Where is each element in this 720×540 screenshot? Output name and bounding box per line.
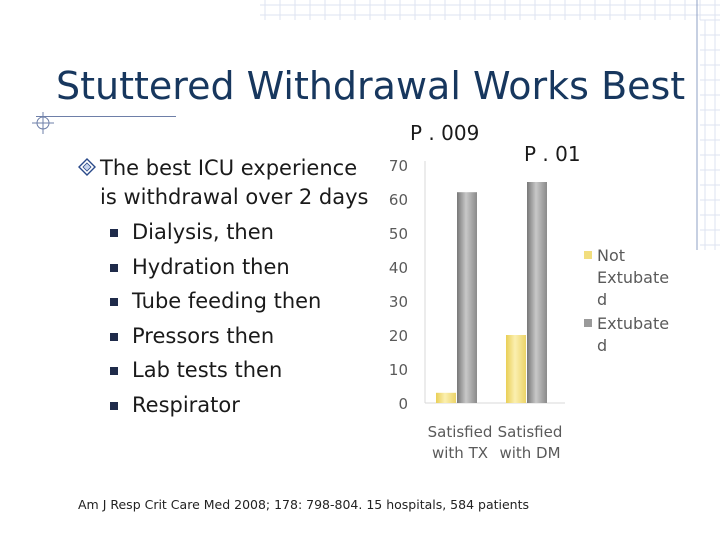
bullet-list: The best ICU experience is withdrawal ov… (78, 154, 378, 422)
square-bullet-icon (110, 229, 118, 237)
square-bullet-icon (110, 263, 118, 272)
legend-label-line: Extubate (597, 314, 669, 333)
bar-not-extubated (506, 335, 526, 403)
sub-bullet-item: Lab tests then (78, 353, 378, 388)
x-tick-label-line: with DM (499, 444, 560, 462)
sub-bullet-text: Pressors then (132, 323, 275, 348)
legend-label-line: d (597, 290, 607, 309)
main-bullet: The best ICU experience is withdrawal ov… (78, 154, 378, 212)
y-tick-label: 40 (389, 259, 408, 277)
legend-label: Extubate d (597, 314, 669, 355)
y-tick-label: 0 (398, 395, 408, 413)
sub-bullet-item: Dialysis, then (78, 215, 378, 250)
legend-label-line: d (597, 336, 607, 355)
x-tick-label-line: Satisfied (498, 423, 563, 441)
x-tick-label: Satisfied with TX (428, 423, 493, 462)
sub-bullet-text: Dialysis, then (132, 220, 274, 244)
diamond-bullet-icon (78, 158, 96, 176)
y-tick-label: 60 (389, 191, 408, 209)
sub-bullet-item: Respirator (78, 388, 378, 423)
p-value-label-dm: P . 01 (524, 142, 581, 166)
sub-bullet-item: Tube feeding then (78, 284, 378, 319)
sub-bullet-text: Lab tests then (132, 358, 283, 382)
sub-bullet-list: Dialysis, then Hydration then Tube feedi… (78, 215, 378, 422)
y-tick-label: 10 (389, 361, 408, 379)
legend-swatch (584, 319, 592, 327)
sub-bullet-text: Respirator (132, 392, 240, 417)
square-bullet-icon (110, 298, 118, 306)
y-tick-label: 20 (389, 327, 408, 345)
main-bullet-text: The best ICU experience is withdrawal ov… (100, 156, 369, 209)
y-tick-label: 50 (389, 225, 408, 243)
square-bullet-icon (110, 332, 118, 341)
bar-extubated (457, 192, 477, 403)
y-tick-label: 70 (389, 157, 408, 175)
y-tick-label: 30 (389, 293, 408, 311)
crosshair-icon (32, 112, 54, 134)
square-bullet-icon (110, 401, 118, 410)
x-tick-label-line: with TX (432, 444, 488, 462)
sub-bullet-item: Pressors then (78, 319, 378, 354)
citation: Am J Resp Crit Care Med 2008; 178: 798-8… (78, 497, 530, 512)
legend-label: Not Extubate d (597, 246, 669, 309)
legend-label-line: Not (597, 246, 625, 265)
x-tick-label: Satisfied with DM (498, 423, 563, 462)
sub-bullet-item: Hydration then (78, 250, 378, 285)
p-value-label-tx: P . 009 (410, 121, 480, 145)
legend-swatch (584, 251, 592, 259)
legend-label-line: Extubate (597, 268, 669, 287)
square-bullet-icon (110, 367, 118, 375)
bar-extubated (527, 182, 547, 403)
sub-bullet-text: Tube feeding then (132, 289, 322, 313)
title-underline (36, 116, 176, 117)
slide-title: Stuttered Withdrawal Works Best (56, 64, 686, 108)
sub-bullet-text: Hydration then (132, 254, 290, 279)
bar-not-extubated (436, 392, 456, 403)
x-tick-label-line: Satisfied (428, 423, 493, 441)
